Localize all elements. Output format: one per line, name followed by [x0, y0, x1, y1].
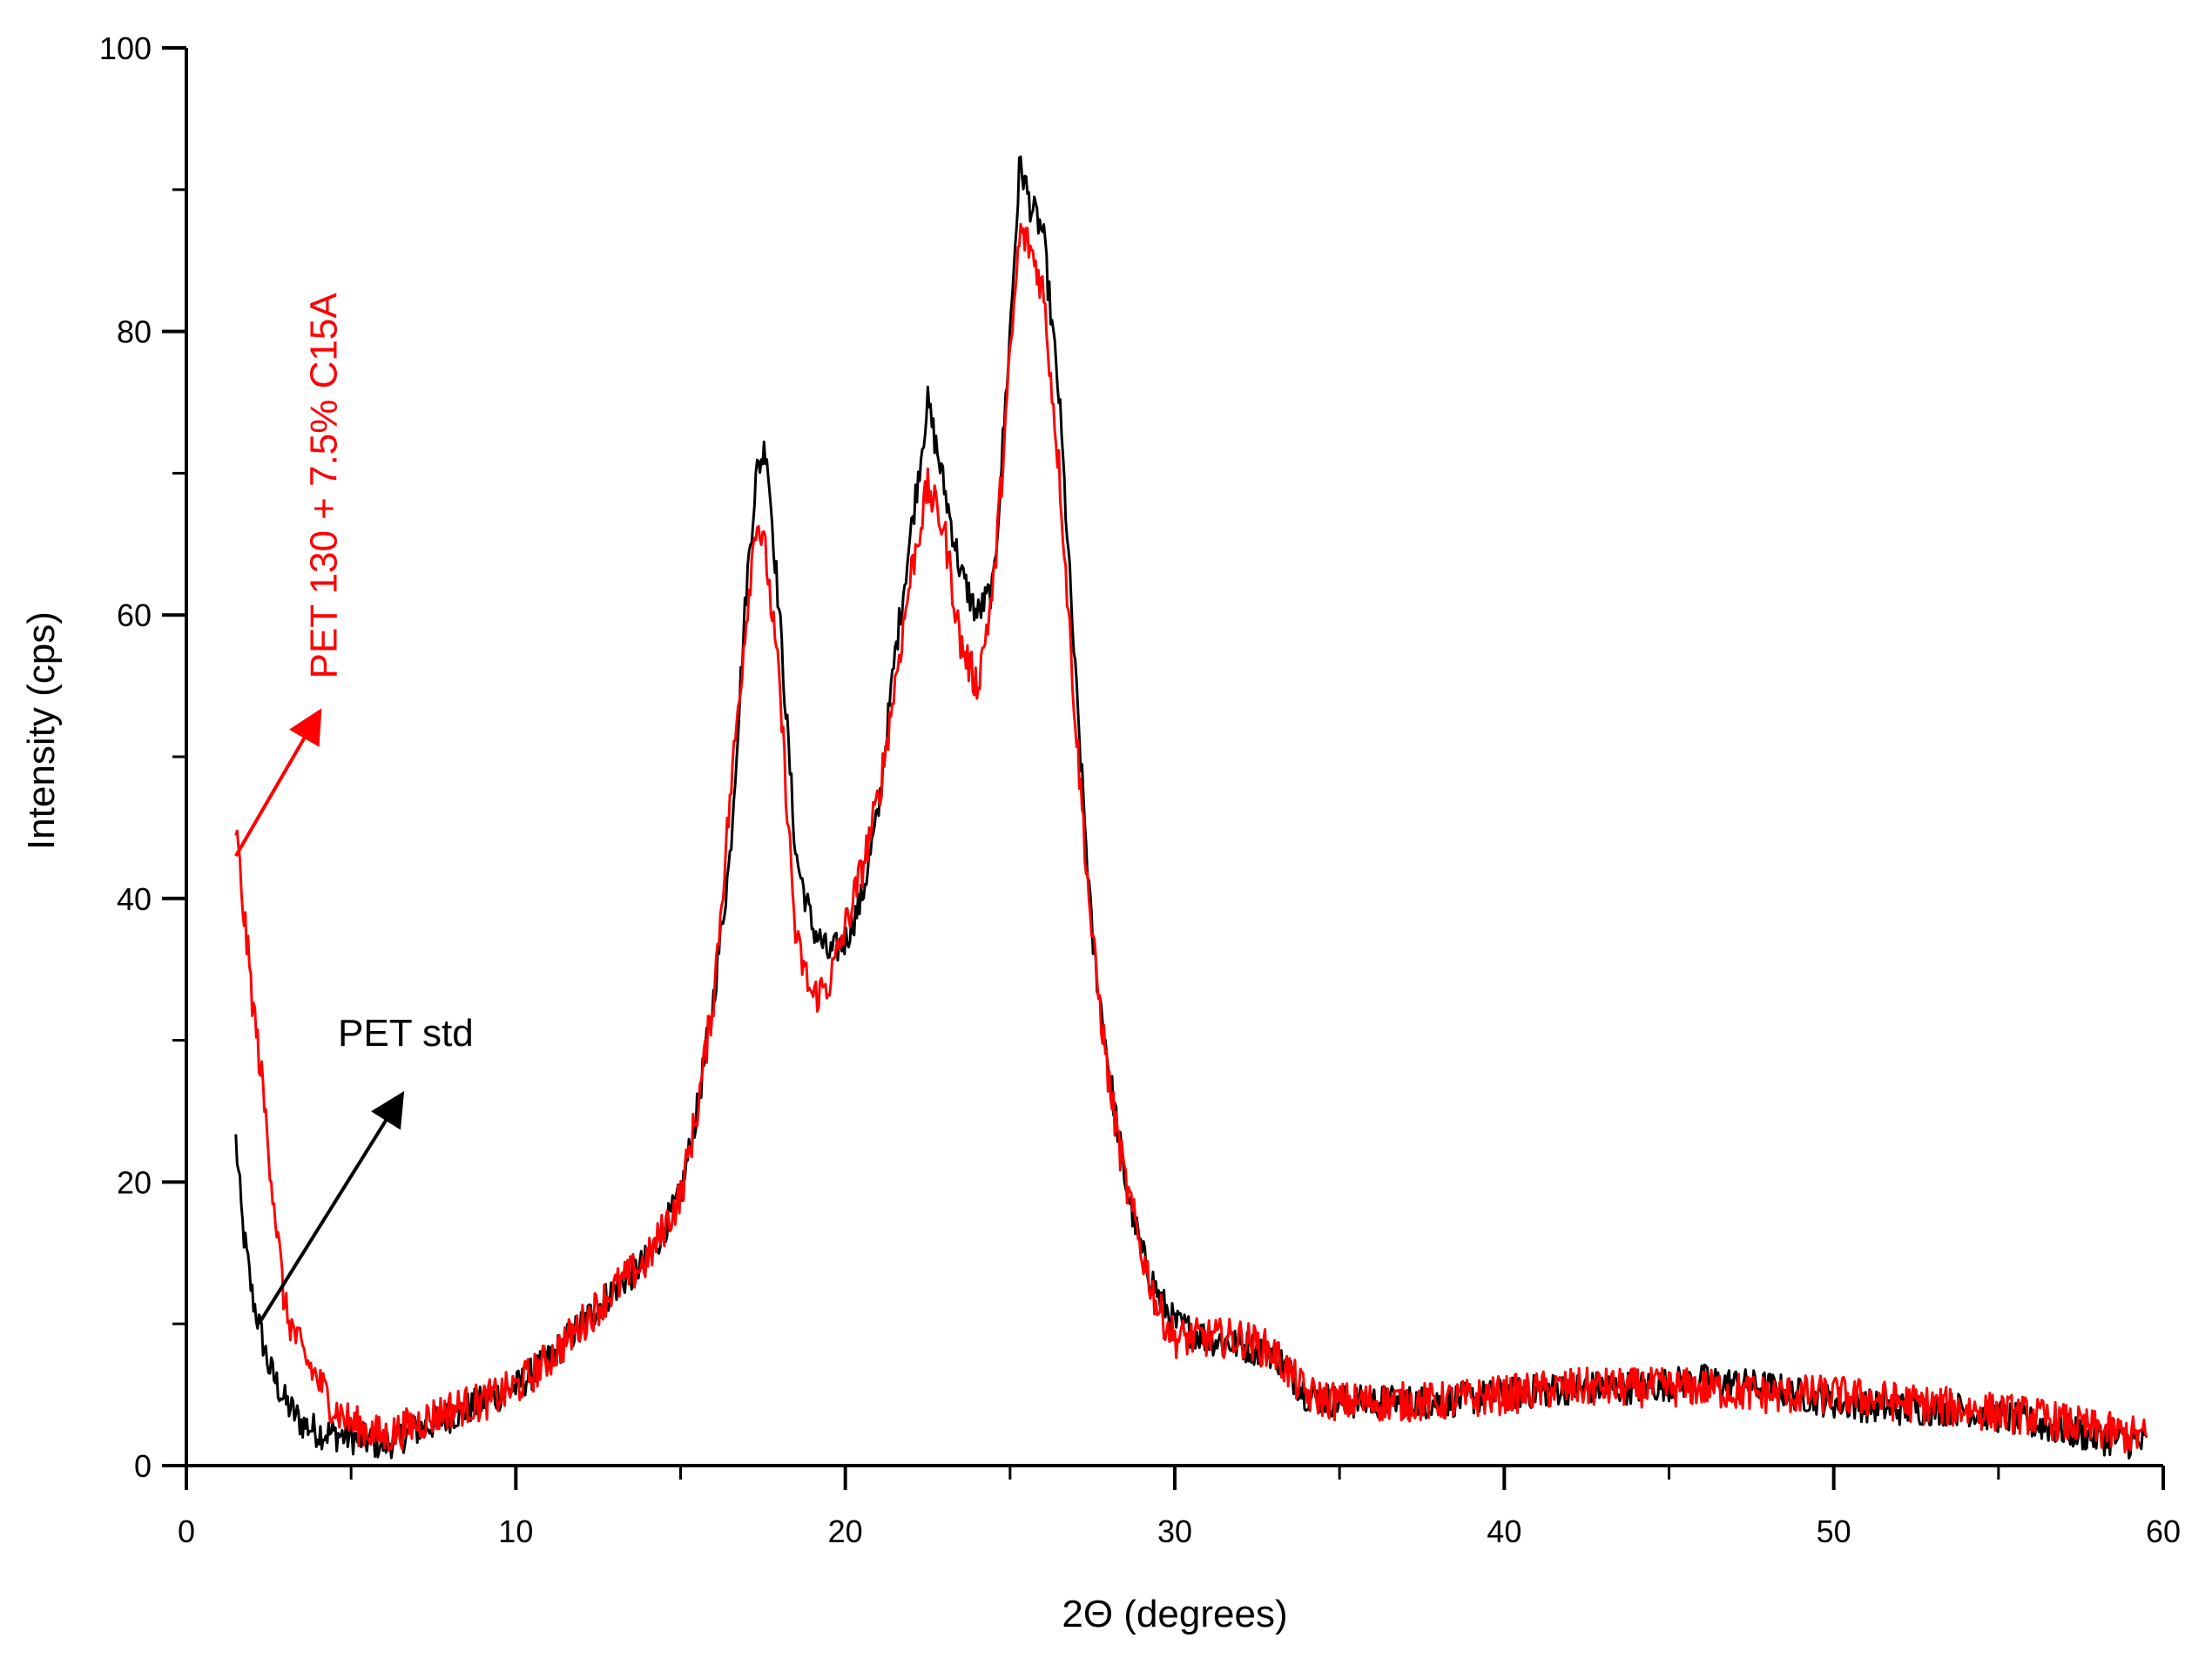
- pet-130-c15a-arrow: [234, 708, 322, 857]
- x-tick-label: 50: [1817, 1514, 1851, 1549]
- ticks-layer: 0 10 20 30 40 50 60 0 20 40 60 80 100: [99, 30, 2181, 1549]
- y-axis-title: Intensity (cps): [20, 611, 63, 850]
- y-tick-label: 20: [117, 1164, 152, 1200]
- y-tick-label: 0: [134, 1448, 152, 1484]
- x-tick-label: 20: [828, 1514, 863, 1549]
- x-tick-label: 0: [178, 1514, 195, 1549]
- series-pet-std-line: [234, 155, 2148, 1460]
- pet-std-label: PET std: [338, 1012, 474, 1055]
- x-axis-title: 2Θ (degrees): [1062, 1593, 1287, 1635]
- x-tick-label: 60: [2146, 1514, 2181, 1549]
- pet-130-c15a-label: PET 130 + 7.5% C15A: [302, 293, 345, 679]
- y-tick-label: 80: [117, 314, 152, 350]
- x-tick-label: 10: [498, 1514, 533, 1549]
- series-layer: [234, 155, 2148, 1460]
- series-pet-130-c15a-line: [234, 222, 2148, 1453]
- x-tick-label: 30: [1157, 1514, 1192, 1549]
- pet-std-arrow: [257, 1090, 405, 1325]
- annotations-layer: PET std PET 130 + 7.5% C15A: [234, 293, 474, 1325]
- y-tick-label: 60: [117, 597, 152, 633]
- y-tick-label: 40: [117, 881, 152, 917]
- y-tick-label: 100: [99, 30, 152, 66]
- x-tick-label: 40: [1487, 1514, 1521, 1549]
